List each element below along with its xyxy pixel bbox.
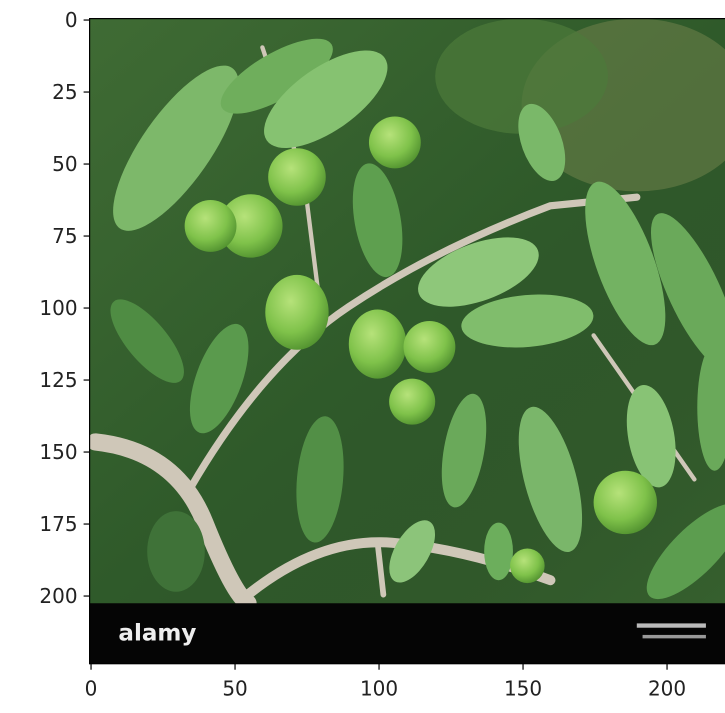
y-tick-label: 0 [65,8,78,32]
figure: alamy 0 25 50 75 100 125 150 175 200 0 50 100 150 200 [0,0,725,713]
y-tick-label: 100 [39,296,77,320]
y-tick-label: 50 [52,152,77,176]
x-tick-label: 100 [360,677,398,701]
y-tick-label: 25 [52,80,77,104]
y-tick-label: 200 [39,584,77,608]
y-tick-label: 175 [39,512,77,536]
photo: alamy [90,19,725,664]
watermark: alamy [118,621,196,647]
x-tick-label: 0 [85,677,98,701]
x-tick-label: 200 [648,677,686,701]
x-tick-label: 150 [504,677,542,701]
y-tick-label: 75 [52,224,77,248]
x-tick-label: 50 [222,677,247,701]
y-tick-label: 125 [39,368,77,392]
y-tick-label: 150 [39,440,77,464]
